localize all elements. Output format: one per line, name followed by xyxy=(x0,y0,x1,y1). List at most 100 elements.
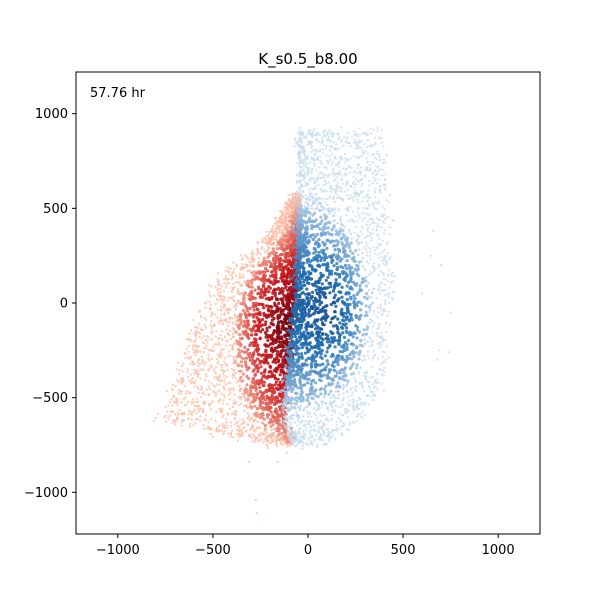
red-scatter-point xyxy=(274,267,278,271)
blue-scatter-point xyxy=(342,371,346,375)
red-scatter-point xyxy=(262,434,266,437)
blue-scatter-point xyxy=(335,143,338,146)
red-scatter-point xyxy=(251,358,255,362)
blue-scatter-point xyxy=(300,158,304,161)
red-scatter-point xyxy=(222,432,225,435)
blue-scatter-point xyxy=(339,418,342,422)
blue-scatter-point xyxy=(382,389,386,392)
red-scatter-point xyxy=(262,417,266,421)
blue-scatter-point xyxy=(375,225,379,228)
blue-scatter-point xyxy=(369,239,373,242)
blue-scatter-point xyxy=(326,418,329,421)
red-scatter-point xyxy=(182,418,185,421)
blue-scatter-point xyxy=(372,386,376,389)
red-scatter-point xyxy=(255,253,258,256)
blue-scatter-point xyxy=(313,439,316,442)
blue-scatter-point xyxy=(316,444,319,447)
red-scatter-point xyxy=(174,423,177,426)
red-scatter-point xyxy=(237,425,240,428)
red-scatter-point xyxy=(240,336,244,341)
red-scatter-point xyxy=(270,305,274,309)
blue-scatter-point xyxy=(354,406,357,409)
red-scatter-point xyxy=(177,392,180,395)
blue-scatter-point xyxy=(328,430,331,434)
red-scatter-point xyxy=(273,376,277,381)
red-scatter-point xyxy=(230,290,233,293)
blue-scatter-point xyxy=(322,225,326,229)
red-scatter-point xyxy=(237,432,241,435)
red-scatter-point xyxy=(194,337,198,340)
red-scatter-point xyxy=(229,433,232,436)
blue-scatter-point xyxy=(365,240,368,244)
blue-scatter-point xyxy=(296,424,299,427)
blue-scatter-point xyxy=(367,380,371,383)
blue-scatter-point xyxy=(376,181,379,185)
red-scatter-point xyxy=(232,298,235,302)
blue-scatter-point xyxy=(313,181,316,184)
blue-scatter-point xyxy=(336,222,339,225)
blue-scatter-point xyxy=(385,216,388,220)
red-scatter-point xyxy=(196,375,200,379)
blue-scatter-point xyxy=(290,416,293,420)
blue-scatter-point xyxy=(352,175,355,178)
red-scatter-point xyxy=(280,228,283,232)
blue-scatter-point xyxy=(356,166,360,170)
red-scatter-point xyxy=(266,249,269,253)
red-scatter-point xyxy=(254,304,258,308)
red-scatter-point xyxy=(223,313,226,316)
blue-scatter-point xyxy=(306,412,309,415)
red-scatter-point xyxy=(217,287,220,291)
blue-scatter-point xyxy=(388,323,391,326)
blue-scatter-point xyxy=(325,189,328,193)
blue-scatter-point xyxy=(329,144,333,148)
blue-scatter-point xyxy=(383,187,387,190)
blue-scatter-point xyxy=(308,401,312,406)
red-scatter-point xyxy=(216,383,219,386)
red-scatter-point xyxy=(287,239,291,243)
blue-scatter-point xyxy=(386,314,389,317)
blue-scatter-point xyxy=(308,435,311,439)
red-scatter-point xyxy=(208,283,211,287)
red-scatter-point xyxy=(201,392,204,395)
blue-scatter-point xyxy=(286,399,290,403)
blue-scatter-point xyxy=(365,145,368,148)
blue-scatter-point xyxy=(363,358,367,361)
red-scatter-point xyxy=(261,411,265,416)
red-scatter-point xyxy=(246,423,250,427)
red-scatter-point xyxy=(202,424,205,427)
blue-scatter-point xyxy=(381,313,384,317)
red-scatter-point xyxy=(237,379,240,382)
red-scatter-point xyxy=(283,222,286,226)
blue-scatter-point xyxy=(385,153,388,157)
red-scatter-point xyxy=(239,369,243,373)
red-scatter-point xyxy=(234,330,238,334)
blue-scatter-point xyxy=(381,340,385,343)
red-scatter-point xyxy=(232,355,235,359)
blue-scatter-point xyxy=(362,152,366,155)
blue-scatter-point xyxy=(354,192,357,196)
red-scatter-point xyxy=(229,391,232,394)
red-scatter-point xyxy=(195,331,198,334)
blue-scatter-point xyxy=(361,386,364,389)
red-scatter-point xyxy=(172,394,175,397)
blue-scatter-point xyxy=(299,200,302,204)
red-scatter-point xyxy=(262,395,266,399)
blue-scatter-point xyxy=(374,179,377,182)
red-scatter-point xyxy=(193,421,197,425)
blue-scatter-point xyxy=(376,357,380,360)
blue-scatter-point xyxy=(346,395,350,399)
red-scatter-point xyxy=(272,227,275,230)
blue-scatter-point xyxy=(361,212,364,215)
blue-scatter-point xyxy=(381,355,384,359)
red-scatter-point xyxy=(199,377,202,380)
red-scatter-point xyxy=(220,392,223,395)
red-scatter-point xyxy=(271,438,274,441)
blue-scatter-point xyxy=(332,219,335,222)
blue-scatter-point xyxy=(350,135,354,138)
blue-scatter-point xyxy=(345,182,348,186)
blue-scatter-point xyxy=(324,384,328,388)
blue-scatter-point xyxy=(299,440,302,443)
blue-scatter-point xyxy=(342,144,345,147)
blue-scatter-point xyxy=(377,306,380,310)
blue-scatter-point xyxy=(325,197,328,201)
